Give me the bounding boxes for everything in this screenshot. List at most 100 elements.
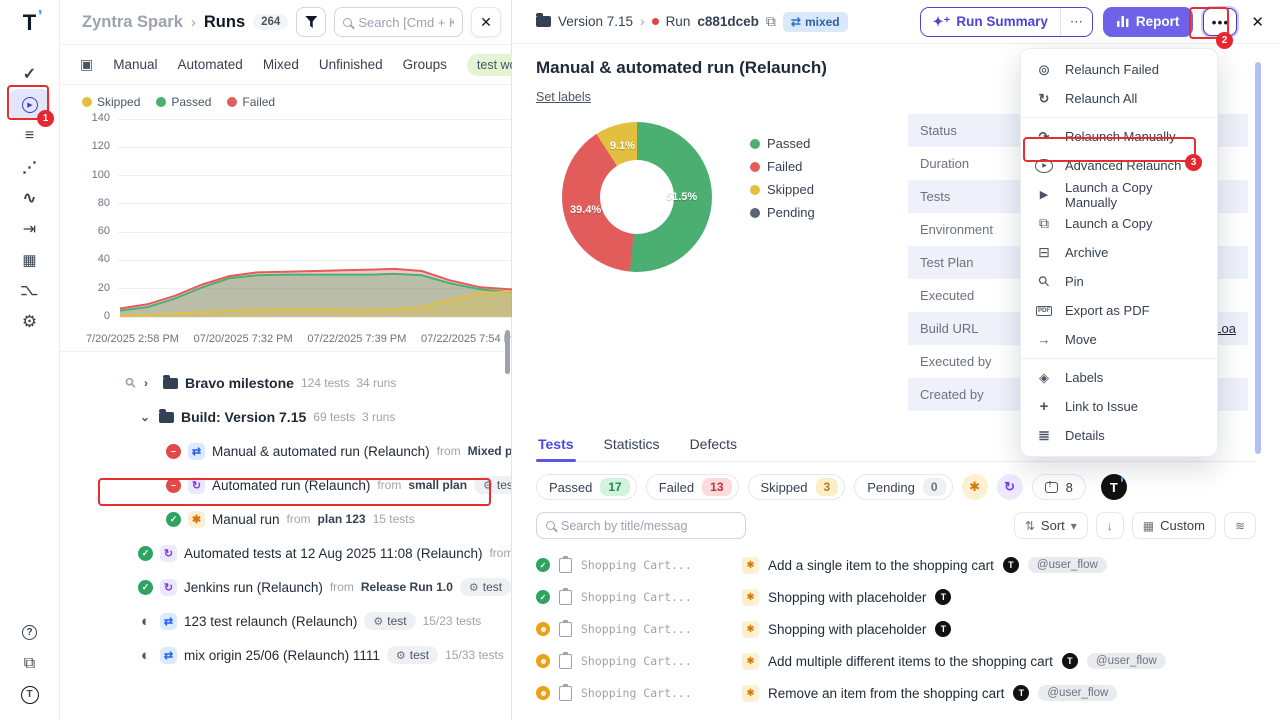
test-tag-chip[interactable]: test — [364, 612, 416, 630]
filter-chip-failed[interactable]: Failed 13 — [645, 474, 739, 500]
menu-item-move[interactable]: Move — [1021, 325, 1217, 354]
report-button[interactable]: Report — [1102, 6, 1194, 37]
panel-close-button[interactable]: ✕ — [471, 7, 501, 37]
version-crumb[interactable]: Version 7.15 — [558, 14, 634, 29]
filter-chip-pending[interactable]: Pending 0 — [854, 474, 953, 500]
tree-run-jenkins[interactable]: ✓ ↻ Jenkins run (Relaunch) from Release … — [60, 570, 511, 604]
filter-button[interactable] — [296, 7, 327, 37]
runs-area-chart: Skipped Passed Failed 140 120 100 80 60 40 20 0… — [60, 85, 512, 352]
sidebar-item-import[interactable] — [10, 213, 50, 244]
chevron-right-icon[interactable]: › — [144, 376, 148, 390]
test-tag-chip[interactable]: test — [474, 476, 511, 494]
tree-run-123-relaunch[interactable]: ◐ ⇄ 123 test relaunch (Relaunch) test 15… — [60, 604, 511, 638]
tab-defects[interactable]: Defects — [689, 436, 738, 452]
menu-item-launch-copy-manually[interactable]: Launch a Copy Manually — [1021, 180, 1217, 210]
test-row[interactable]: ✓ Shopping Cart... ✱ Shopping with place… — [536, 581, 1256, 613]
relaunch-failed-icon — [1035, 61, 1053, 79]
sidebar-item-runs[interactable] — [9, 89, 50, 120]
app-logo[interactable]: T ❜ — [22, 8, 43, 35]
tab-unfinished[interactable]: Unfinished — [318, 57, 383, 72]
menu-item-relaunch-failed[interactable]: Relaunch Failed — [1021, 55, 1217, 84]
tab-mixed[interactable]: Mixed — [262, 57, 299, 72]
copy-icon — [1035, 215, 1053, 232]
sidebar-item-help[interactable] — [10, 617, 50, 648]
runs-view-icon[interactable]: ▣ — [80, 56, 94, 72]
test-row[interactable]: Shopping Cart... ✱ Add multiple differen… — [536, 645, 1256, 677]
runs-search[interactable] — [334, 7, 463, 37]
custom-columns-button[interactable]: ▦ Custom — [1131, 512, 1216, 539]
sidebar-item-profile[interactable] — [10, 679, 50, 710]
test-row[interactable]: Shopping Cart... ✱ Shopping with placeho… — [536, 613, 1256, 645]
breadcrumb-project[interactable]: Zyntra Spark — [82, 12, 183, 31]
sidebar-item-reports[interactable] — [10, 244, 50, 275]
menu-item-details[interactable]: Details — [1021, 421, 1217, 450]
tab-groups[interactable]: Groups — [402, 57, 447, 72]
test-tag-chip[interactable]: test — [386, 646, 439, 664]
mixed-run-icon: ⇄ — [160, 612, 177, 630]
sidebar-item-branches[interactable] — [10, 275, 50, 306]
sidebar-item-tasks[interactable] — [10, 58, 50, 89]
filter-chip-skipped[interactable]: Skipped 3 — [747, 474, 846, 500]
menu-item-relaunch-all[interactable]: Relaunch All — [1021, 84, 1217, 113]
folders-icon — [24, 655, 35, 673]
runs-search-input[interactable] — [358, 14, 454, 30]
menu-item-labels[interactable]: Labels — [1021, 363, 1217, 392]
tests-search-input[interactable] — [561, 518, 736, 533]
menu-item-export-pdf[interactable]: Export as PDF — [1021, 296, 1217, 325]
tab-tests[interactable]: Tests — [536, 430, 576, 462]
filter-chip-passed[interactable]: Passed 17 — [536, 474, 637, 500]
tree-run-automated[interactable]: – ↻ Automated run (Relaunch) from small … — [60, 468, 511, 502]
sparkles-icon: ✦⁺ — [932, 13, 951, 29]
comments-filter-chip[interactable]: 8 — [1031, 474, 1086, 500]
sort-direction-button[interactable]: ↓ — [1095, 512, 1124, 539]
tree-folder-bravo[interactable]: ⚲ › Bravo milestone 124 tests 34 runs — [121, 373, 397, 392]
tag-chip[interactable]: @user_flow — [1086, 653, 1166, 669]
tag-chip[interactable]: @user_flow — [1027, 557, 1107, 573]
pin-icon — [1035, 273, 1053, 290]
run-detail-panel: Version 7.15 › Run c881dceb ⧉ mixed ✦⁺Ru… — [512, 0, 1280, 720]
view-settings-button[interactable]: ≋ — [1223, 512, 1256, 539]
sort-button[interactable]: ⇅ Sort ▾ — [1013, 512, 1088, 539]
right-scrollbar-thumb[interactable] — [1255, 62, 1261, 454]
menu-item-launch-copy[interactable]: Launch a Copy — [1021, 209, 1217, 238]
set-labels-link[interactable]: Set labels — [536, 90, 591, 104]
chevron-down-icon: ▾ — [1070, 518, 1077, 533]
menu-item-archive[interactable]: Archive — [1021, 238, 1217, 267]
tests-search[interactable] — [536, 512, 746, 539]
test-row[interactable]: Shopping Cart... ✱ Remove an item from t… — [536, 677, 1256, 709]
filter-manual-icon[interactable]: ✱ — [961, 474, 988, 500]
tag-chip[interactable]: @user_flow — [1038, 685, 1118, 701]
tab-statistics[interactable]: Statistics — [603, 436, 660, 452]
run-summary-more-button[interactable]: ⋯ — [1059, 7, 1092, 36]
relaunch-all-icon — [1035, 91, 1053, 107]
tree-run-mix-origin[interactable]: ◐ ⇄ mix origin 25/06 (Relaunch) 1111 tes… — [60, 638, 511, 672]
more-actions-button[interactable]: ••• — [1203, 7, 1238, 36]
search-icon — [546, 521, 555, 530]
sidebar-item-projects[interactable] — [10, 648, 50, 679]
menu-item-relaunch-manually[interactable]: Relaunch Manually — [1021, 122, 1217, 151]
test-tag-chip[interactable]: test — [459, 578, 511, 596]
detail-close-button[interactable]: ✕ — [1251, 13, 1264, 31]
left-scrollbar-thumb[interactable] — [505, 330, 510, 374]
tree-run-manual-automated[interactable]: – ⇄ Manual & automated run (Relaunch) fr… — [60, 434, 511, 468]
steps-icon — [22, 158, 37, 176]
reporter-badge: T — [1013, 685, 1030, 701]
sidebar-item-milestones[interactable] — [10, 151, 50, 182]
sidebar-item-settings[interactable] — [10, 306, 50, 337]
test-row[interactable]: ✓ Shopping Cart... ✱ Add a single item t… — [536, 549, 1256, 581]
filter-automated-icon[interactable]: ↻ — [996, 474, 1023, 500]
user-avatar[interactable]: T — [1100, 474, 1127, 500]
run-summary-button[interactable]: ✦⁺ Run Summary — [920, 7, 1060, 36]
chevron-down-icon[interactable]: ⌄ — [140, 410, 151, 424]
pdf-icon — [1035, 306, 1053, 316]
menu-item-pin[interactable]: Pin — [1021, 267, 1217, 296]
in-progress-status-icon: ◐ — [140, 646, 151, 664]
copy-icon[interactable]: ⧉ — [765, 13, 776, 29]
tab-manual[interactable]: Manual — [113, 57, 158, 72]
sidebar-item-analytics[interactable] — [10, 182, 50, 213]
tree-folder-build[interactable]: ⌄ Build: Version 7.15 69 tests 3 runs — [140, 408, 396, 425]
tree-run-automated-12aug[interactable]: ✓ ↻ Automated tests at 12 Aug 2025 11:08… — [60, 536, 511, 570]
tab-automated[interactable]: Automated — [177, 57, 243, 72]
menu-item-link-to-issue[interactable]: Link to Issue — [1021, 392, 1217, 421]
tree-run-manual[interactable]: ✓ ✱ Manual run from plan 123 15 tests — [60, 502, 511, 536]
